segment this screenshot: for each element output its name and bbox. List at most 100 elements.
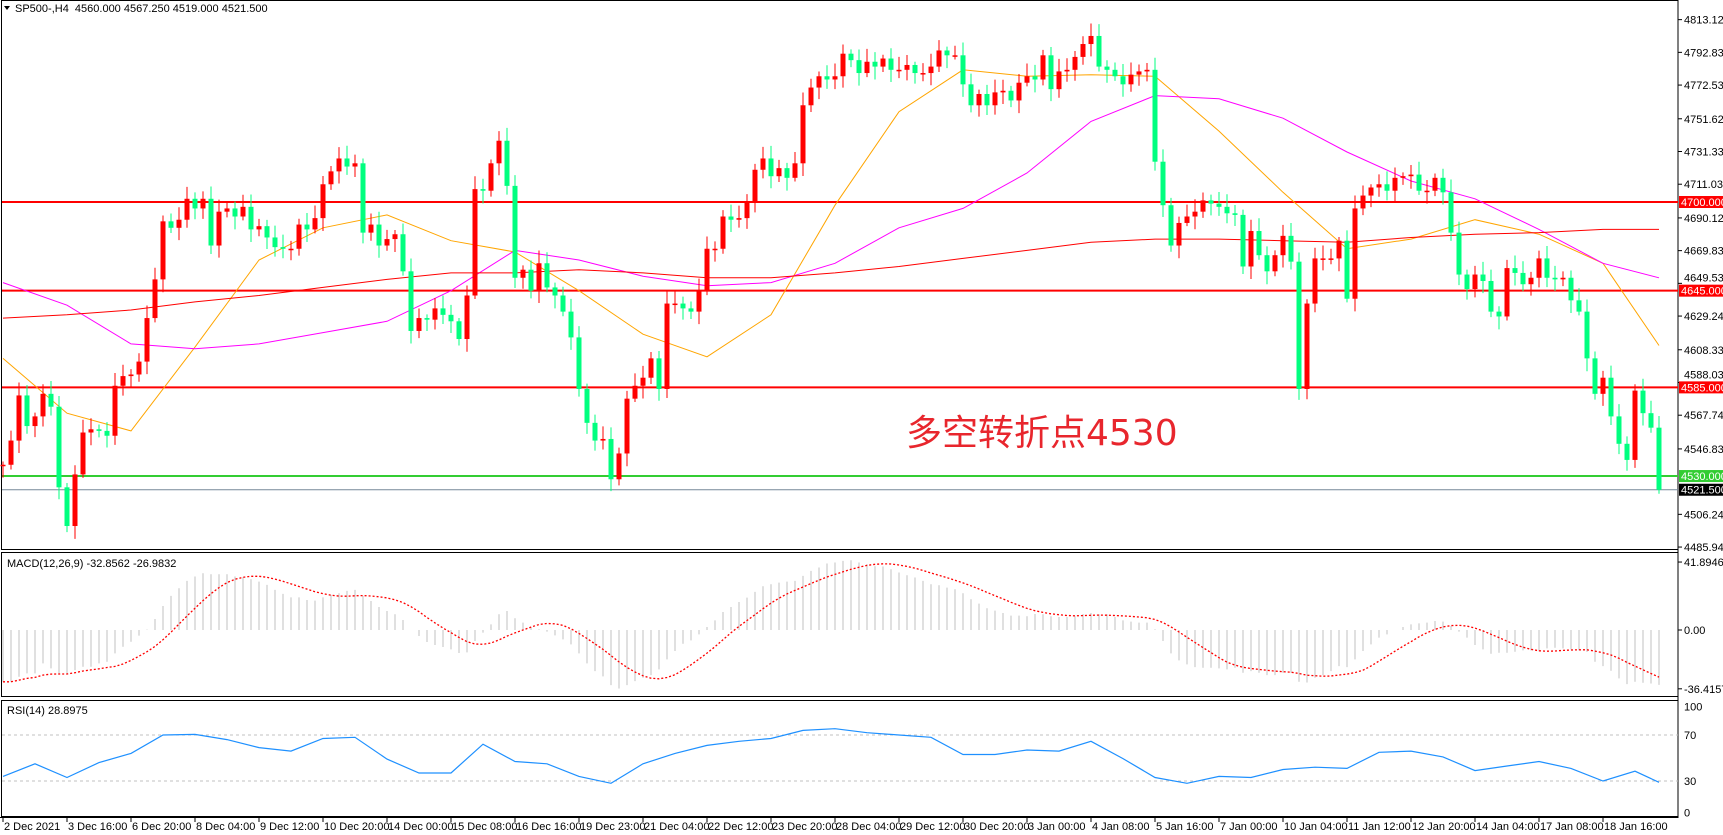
candle-down xyxy=(408,271,414,331)
candle-up xyxy=(1392,177,1398,191)
candle-up xyxy=(1080,44,1086,57)
price-tick-label: 4567.740 xyxy=(1684,410,1723,422)
candle-down xyxy=(944,50,950,56)
candle-up xyxy=(672,303,678,306)
candle-up xyxy=(1272,255,1278,272)
candle-up xyxy=(992,92,998,106)
price-tick-label: 4813.125 xyxy=(1684,15,1723,27)
candle-up xyxy=(1320,258,1326,260)
candle-up xyxy=(1184,216,1190,223)
candle-down xyxy=(576,337,582,389)
price-tick-label: 4629.240 xyxy=(1684,311,1723,323)
candle-up xyxy=(216,211,222,246)
level-price-label: 4585.000 xyxy=(1681,382,1723,394)
candle-down xyxy=(1224,206,1230,214)
price-tick-label: 4731.330 xyxy=(1684,146,1723,158)
candle-down xyxy=(1112,69,1118,77)
candle-down xyxy=(1160,161,1166,206)
time-tick-label: 18 Jan 16:00 xyxy=(1604,821,1668,833)
candle-down xyxy=(1104,66,1110,70)
candle-down xyxy=(568,311,574,338)
candle-down xyxy=(592,422,598,441)
candle-down xyxy=(192,198,198,209)
time-tick-label: 10 Jan 04:00 xyxy=(1284,821,1348,833)
candle-down xyxy=(552,287,558,296)
candle-down xyxy=(1640,390,1646,414)
candle-down xyxy=(1496,311,1502,317)
candle-up xyxy=(720,216,726,249)
time-tick-label: 7 Jan 00:00 xyxy=(1220,821,1278,833)
price-tick-label: 4669.830 xyxy=(1684,246,1723,258)
level-price-box xyxy=(1679,483,1723,496)
time-tick-label: 10 Dec 20:00 xyxy=(324,821,389,833)
candle-up xyxy=(1016,82,1022,101)
time-tick-label: 29 Dec 12:00 xyxy=(900,821,965,833)
candle-down xyxy=(784,168,790,178)
candle-up xyxy=(200,198,206,209)
candle-down xyxy=(1568,277,1574,301)
time-tick-label: 17 Jan 08:00 xyxy=(1540,821,1604,833)
time-tick-label: 11 Jan 12:00 xyxy=(1348,821,1411,833)
candle-down xyxy=(168,221,174,228)
time-tick-label: 28 Dec 04:00 xyxy=(836,821,901,833)
candle-down xyxy=(848,53,854,61)
rsi-line xyxy=(2,728,1660,784)
candle-down xyxy=(1576,300,1582,312)
time-tick-label: 14 Dec 00:00 xyxy=(388,821,453,833)
candle-down xyxy=(64,487,70,527)
main-pane[interactable] xyxy=(1,0,1679,550)
candle-up xyxy=(112,385,118,436)
candle-down xyxy=(680,303,686,309)
level-price-box xyxy=(1679,196,1723,208)
moving-average-line-1 xyxy=(2,95,1660,350)
price-tick-label: 4690.125 xyxy=(1684,213,1723,225)
candle-up xyxy=(536,263,542,291)
candle-up xyxy=(16,395,22,441)
candle-down xyxy=(960,55,966,85)
candle-down xyxy=(504,140,510,186)
candle-up xyxy=(864,61,870,74)
candle-down xyxy=(656,358,662,389)
candle-up xyxy=(776,168,782,177)
candle-up xyxy=(1192,211,1198,217)
candle-down xyxy=(688,308,694,312)
candle-up xyxy=(1360,195,1366,209)
macd-pane[interactable] xyxy=(1,552,1679,697)
candle-down xyxy=(1232,213,1238,215)
candle-up xyxy=(1504,268,1510,317)
rsi-pane[interactable] xyxy=(1,700,1679,817)
macd-label: MACD(12,26,9) -32.8562 -26.9832 xyxy=(7,558,176,570)
candle-down xyxy=(1616,416,1622,444)
rsi-label: RSI(14) 28.8975 xyxy=(7,705,88,717)
candle-up xyxy=(296,224,302,249)
triangle-down-icon[interactable] xyxy=(4,6,10,10)
candle-up xyxy=(640,377,646,386)
candle-down xyxy=(1624,443,1630,460)
candle-up xyxy=(72,474,78,527)
time-tick-label: 22 Dec 12:00 xyxy=(708,821,773,833)
candle-up xyxy=(696,290,702,312)
candle-up xyxy=(1328,258,1334,260)
candle-up xyxy=(800,105,806,164)
time-tick-label: 14 Jan 04:00 xyxy=(1476,821,1540,833)
rsi-axis-label: 0 xyxy=(1684,808,1690,820)
time-tick-label: 21 Dec 04:00 xyxy=(644,821,709,833)
level-price-box xyxy=(1679,470,1723,483)
candle-up xyxy=(976,93,982,106)
time-tick-label: 9 Dec 12:00 xyxy=(260,821,319,833)
candle-up xyxy=(1064,69,1070,72)
candle-up xyxy=(88,429,94,433)
candle-up xyxy=(1088,35,1094,45)
time-tick-label: 15 Dec 08:00 xyxy=(452,821,517,833)
price-tick-label: 4588.035 xyxy=(1684,369,1723,381)
candle-up xyxy=(368,224,374,233)
candle-up xyxy=(256,226,262,230)
candle-down xyxy=(360,163,366,233)
candle-down xyxy=(1168,205,1174,246)
candle-up xyxy=(840,53,846,77)
candle-up xyxy=(632,385,638,399)
candle-up xyxy=(464,295,470,340)
candle-down xyxy=(856,60,862,74)
candle-up xyxy=(624,398,630,454)
